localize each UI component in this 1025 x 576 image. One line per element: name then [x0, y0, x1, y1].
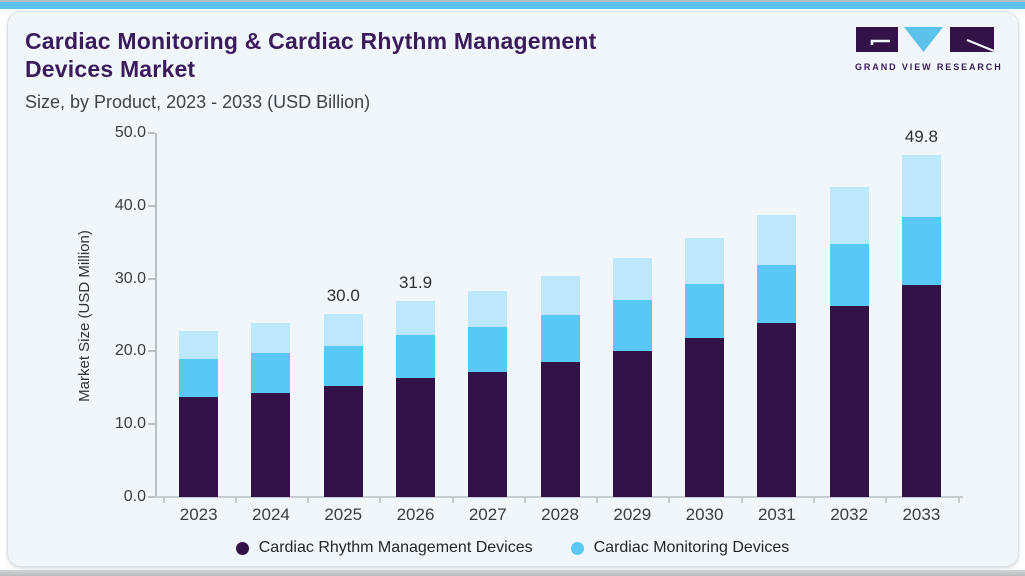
- y-tick-mark: [148, 496, 155, 498]
- bar-segment-2033-2: [901, 154, 941, 217]
- bar-segment-2027-2: [468, 291, 508, 328]
- page-subtitle: Size, by Product, 2023 - 2033 (USD Billi…: [25, 92, 371, 112]
- bar-segment-2030-2: [685, 237, 725, 285]
- x-tick-label-2028: 2028: [541, 505, 579, 524]
- x-axis-line: [155, 496, 963, 498]
- y-tick-label: 40.0: [114, 196, 146, 214]
- bar-segment-2024-1: [251, 352, 291, 393]
- x-tick-mark: [379, 498, 382, 503]
- x-tick-label-2032: 2032: [830, 505, 869, 524]
- x-tick-mark: [162, 498, 165, 503]
- bar-segment-2025-1: [323, 345, 363, 387]
- bar-segment-2033-0: [901, 285, 941, 497]
- bar-segment-2025-0: [323, 386, 363, 497]
- bar-segment-2025-2: [323, 313, 363, 346]
- bar-segment-2027-1: [468, 327, 508, 372]
- y-tick-mark: [148, 204, 155, 207]
- bar-segment-2029-1: [612, 300, 652, 351]
- y-tick-label: 10.0: [114, 415, 146, 433]
- bar-segment-2032-0: [829, 306, 869, 497]
- x-tick-mark: [957, 498, 960, 503]
- x-tick-label-2024: 2024: [252, 505, 290, 524]
- bar-value-label-2025: 30.0: [326, 285, 360, 305]
- top-accent-strip: [0, 2, 1025, 9]
- top-hairline: [0, 0, 1025, 2]
- gvr-logo-icon: [856, 27, 995, 53]
- chart-header: Cardiac Monitoring & Cardiac Rhythm Mana…: [25, 27, 765, 113]
- bar-segment-2028-2: [540, 275, 580, 315]
- y-tick-mark: [148, 350, 155, 353]
- bar-value-label-2033: 49.8: [904, 126, 938, 146]
- bar-value-label-2026: 31.9: [398, 273, 433, 293]
- bar-segment-2029-0: [612, 350, 652, 497]
- x-tick-mark: [451, 498, 454, 503]
- x-tick-label-2023: 2023: [179, 505, 218, 524]
- y-axis-line: [155, 133, 157, 498]
- bar-segment-2024-2: [251, 323, 291, 353]
- legend-item-cardiac-monitoring: Cardiac Monitoring Devices: [570, 539, 790, 557]
- bar-segment-2027-0: [468, 371, 508, 497]
- x-tick-label-2031: 2031: [757, 505, 796, 524]
- y-tick-mark: [148, 423, 155, 426]
- x-tick-label-2027: 2027: [468, 505, 507, 524]
- legend-dot-blue: [570, 541, 584, 555]
- bar-segment-2033-1: [901, 216, 941, 286]
- x-tick-mark: [234, 498, 237, 503]
- x-tick-label-2025: 2025: [324, 505, 363, 524]
- x-tick-label-2033: 2033: [902, 505, 941, 524]
- x-tick-label-2029: 2029: [613, 505, 652, 524]
- bar-segment-2030-1: [685, 284, 725, 339]
- y-tick-label: 20.0: [114, 342, 146, 360]
- bar-segment-2031-1: [757, 264, 797, 324]
- bar-segment-2029-2: [612, 258, 652, 301]
- x-tick-mark: [885, 498, 888, 503]
- legend-label: Cardiac Monitoring Devices: [593, 539, 790, 556]
- x-tick-mark: [523, 498, 526, 503]
- bar-segment-2023-0: [179, 397, 219, 497]
- y-tick-label: 0.0: [123, 488, 146, 505]
- x-tick-label-2026: 2026: [396, 505, 435, 524]
- x-tick-mark: [812, 498, 815, 503]
- x-tick-mark: [740, 498, 743, 503]
- bar-segment-2023-1: [179, 359, 219, 398]
- bottom-strip: [0, 570, 1025, 576]
- gvr-logo-text: GRAND VIEW RESEARCH: [855, 62, 1003, 72]
- plot-area: 2023 2024 2025 30.0 2026 31.9 2027 2028 2029 2030…: [115, 124, 963, 524]
- y-tick-label: 50.0: [114, 124, 146, 141]
- page-title-line1: Cardiac Monitoring & Cardiac Rhythm Mana…: [25, 28, 597, 54]
- legend-dot-purple: [235, 541, 249, 555]
- bar-segment-2024-0: [251, 392, 291, 497]
- bar-segment-2032-2: [829, 186, 869, 244]
- bar-segment-2030-0: [685, 338, 725, 497]
- bar-segment-2028-0: [540, 361, 580, 497]
- x-tick-mark: [668, 498, 671, 503]
- legend-label: Cardiac Rhythm Management Devices: [258, 539, 533, 556]
- legend: Cardiac Rhythm Management Devices Cardia…: [0, 539, 1025, 557]
- bar-segment-2026-0: [396, 378, 435, 497]
- y-tick-mark: [148, 277, 155, 280]
- bar-segment-2031-0: [757, 323, 797, 497]
- legend-item-cardiac-rhythm-management: Cardiac Rhythm Management Devices: [235, 539, 533, 557]
- x-tick-mark: [307, 498, 310, 503]
- bar-segment-2026-2: [396, 301, 435, 336]
- page-title-line2: Devices Market: [25, 56, 196, 82]
- grand-view-research-logo: GRAND VIEW RESEARCH: [855, 26, 1003, 72]
- bar-segment-2032-1: [829, 243, 869, 307]
- y-axis-title: Market Size (USD Million): [76, 230, 93, 402]
- bar-segment-2031-2: [757, 214, 797, 265]
- x-tick-mark: [596, 498, 599, 503]
- y-tick-label: 30.0: [114, 269, 146, 287]
- bar-segment-2028-1: [540, 315, 580, 362]
- bar-segment-2026-1: [396, 335, 435, 379]
- bar-segment-2023-2: [179, 331, 219, 360]
- y-tick-mark: [148, 132, 155, 134]
- x-tick-label-2030: 2030: [685, 505, 724, 524]
